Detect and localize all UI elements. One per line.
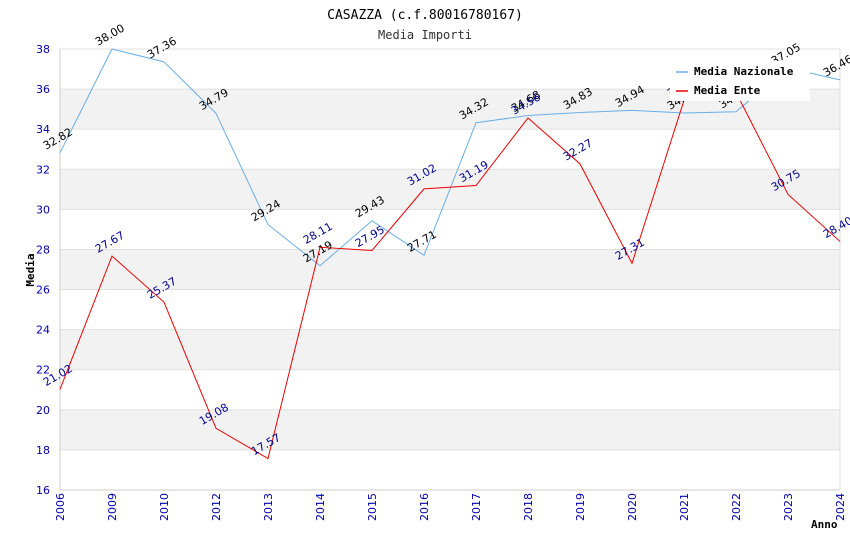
y-tick-label: 24: [36, 324, 50, 337]
grid-band: [60, 329, 840, 370]
x-tick-label: 2006: [54, 493, 67, 521]
x-tick-label: 2010: [158, 493, 171, 521]
x-tick-label: 2018: [522, 493, 535, 521]
x-tick-label: 2019: [574, 493, 587, 521]
y-tick-label: 38: [36, 43, 50, 56]
data-label-media-nazionale: 36.46: [821, 52, 850, 79]
x-tick-label: 2015: [366, 493, 379, 521]
y-tick-labels: 16 18 20 22 24 26 28 30 32 34 36 38: [36, 43, 50, 497]
y-tick-label: 20: [36, 404, 50, 417]
y-tick-label: 32: [36, 163, 50, 176]
y-tick-label: 18: [36, 444, 50, 457]
grid-band: [60, 249, 840, 290]
x-tick-label: 2013: [262, 493, 275, 521]
chart-axes: [59, 49, 841, 491]
x-tick-label: 2021: [678, 493, 691, 521]
y-tick-label: 34: [36, 123, 50, 136]
data-label-media-nazionale: 37.36: [145, 34, 179, 61]
x-tick-label: 2024: [834, 493, 847, 521]
y-tick-label: 16: [36, 484, 50, 497]
y-tick-label: 26: [36, 284, 50, 297]
legend-label-media-nazionale: Media Nazionale: [694, 65, 794, 78]
x-tick-label: 2016: [418, 493, 431, 521]
series-line-media-nazionale: [59, 48, 841, 267]
x-tick-label: 2012: [210, 493, 223, 521]
chart-subtitle: Media Importi: [378, 28, 472, 42]
x-tick-label: 2014: [314, 493, 327, 521]
y-tick-label: 30: [36, 203, 50, 216]
y-axis-label: Media: [24, 253, 37, 286]
y-tick-label: 36: [36, 83, 50, 96]
data-label-media-ente: 27.95: [353, 223, 387, 250]
x-tick-label: 2023: [782, 493, 795, 521]
x-tick-label: 2020: [626, 493, 639, 521]
y-tick-label: 28: [36, 243, 50, 256]
x-tick-labels: 2006 2009 2010 2012 2013 2014 2015 2016 2017 2018…: [54, 493, 847, 521]
legend-box: [670, 61, 810, 101]
legend: Media Nazionale Media Ente: [670, 61, 810, 101]
grid-band: [60, 409, 840, 450]
x-tick-label: 2022: [730, 493, 743, 521]
data-label-media-ente: 32.27: [561, 136, 595, 163]
legend-label-media-ente: Media Ente: [694, 84, 761, 97]
y-tick-label: 22: [36, 364, 50, 377]
x-tick-label: 2009: [106, 493, 119, 521]
chart-title: CASAZZA (c.f.80016780167): [327, 8, 523, 23]
x-tick-label: 2017: [470, 493, 483, 521]
chart-bands: [60, 48, 840, 491]
x-axis-label: Anno: [811, 518, 838, 531]
data-label-media-nazionale: 38.00: [93, 22, 127, 49]
